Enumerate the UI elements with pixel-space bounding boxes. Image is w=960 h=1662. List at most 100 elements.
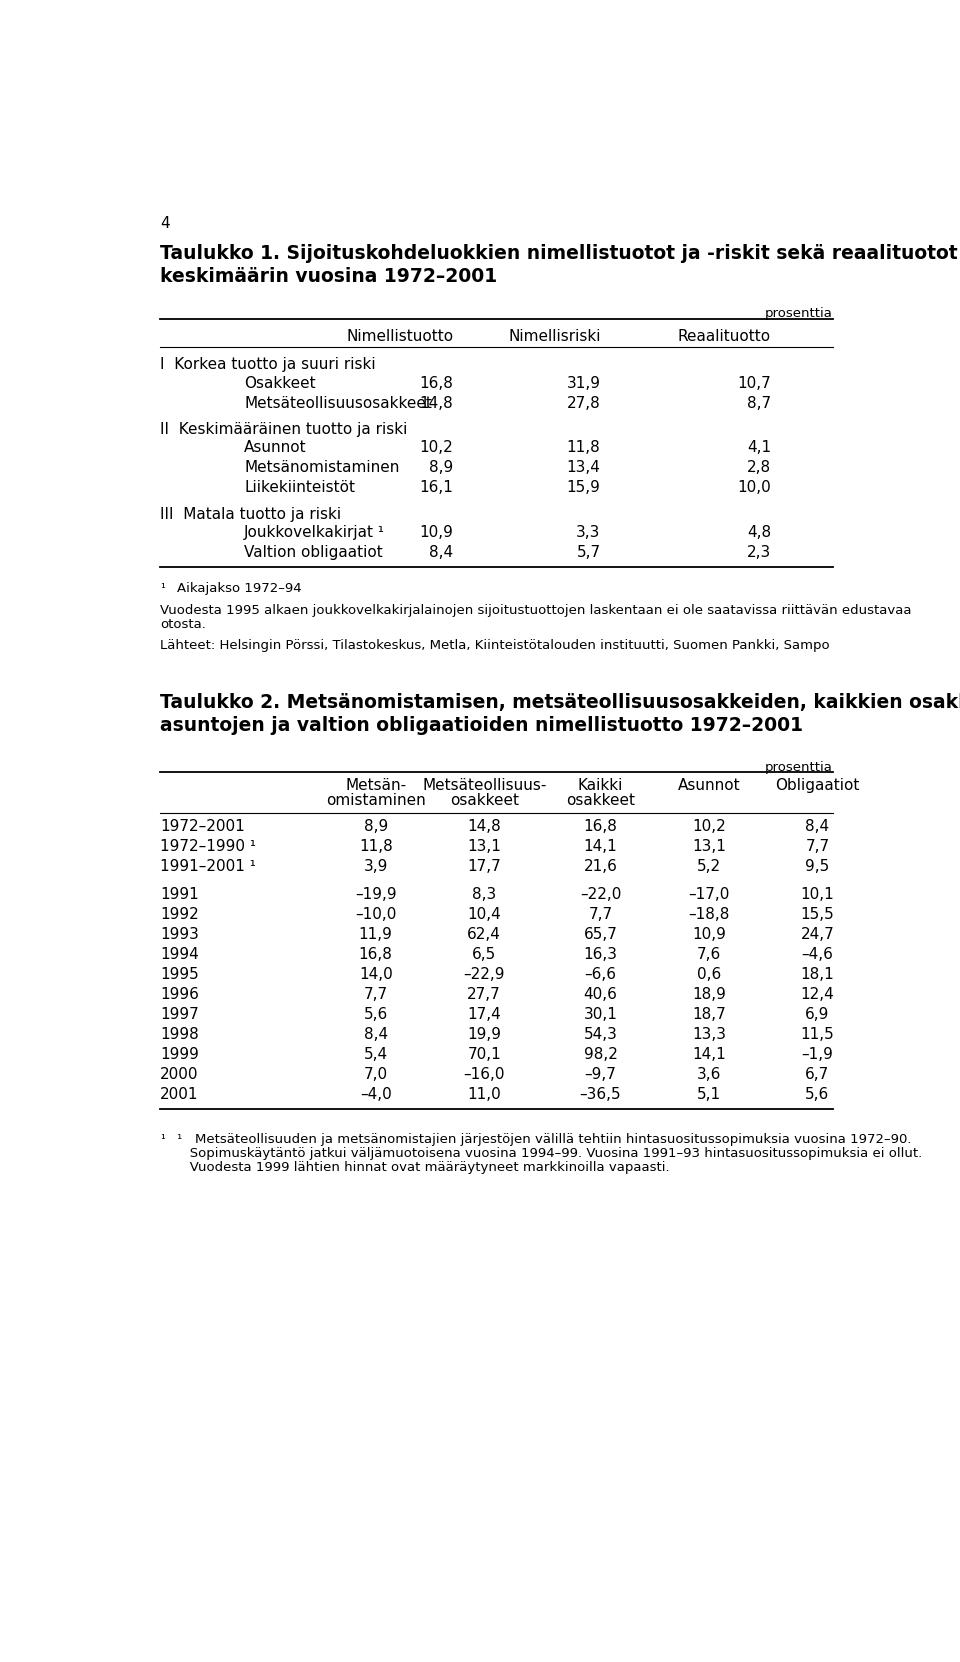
Text: Reaalituotto: Reaalituotto [678, 329, 771, 344]
Text: 4,8: 4,8 [747, 525, 771, 540]
Text: 10,9: 10,9 [420, 525, 453, 540]
Text: Joukkovelkakirjat ¹: Joukkovelkakirjat ¹ [244, 525, 385, 540]
Text: Taulukko 1. Sijoituskohdeluokkien nimellistuotot ja -riskit sekä reaalituotot: Taulukko 1. Sijoituskohdeluokkien nimell… [160, 244, 958, 263]
Text: 6,5: 6,5 [472, 947, 496, 962]
Text: 14,0: 14,0 [359, 967, 393, 982]
Text: 70,1: 70,1 [468, 1047, 501, 1062]
Text: 1991–2001 ¹: 1991–2001 ¹ [160, 859, 256, 874]
Text: 0,6: 0,6 [697, 967, 721, 982]
Text: prosenttia: prosenttia [765, 307, 833, 321]
Text: 62,4: 62,4 [468, 927, 501, 942]
Text: 6,7: 6,7 [805, 1067, 829, 1082]
Text: 15,9: 15,9 [566, 480, 601, 495]
Text: Valtion obligaatiot: Valtion obligaatiot [244, 545, 383, 560]
Text: –9,7: –9,7 [585, 1067, 616, 1082]
Text: 5,1: 5,1 [697, 1087, 721, 1102]
Text: 1972–1990 ¹: 1972–1990 ¹ [160, 839, 256, 854]
Text: Liikekiinteistöt: Liikekiinteistöt [244, 480, 355, 495]
Text: 16,1: 16,1 [420, 480, 453, 495]
Text: 18,7: 18,7 [692, 1007, 726, 1022]
Text: 4: 4 [160, 216, 170, 231]
Text: –22,9: –22,9 [464, 967, 505, 982]
Text: 1993: 1993 [160, 927, 199, 942]
Text: 10,7: 10,7 [737, 376, 771, 391]
Text: –16,0: –16,0 [464, 1067, 505, 1082]
Text: Asunnot: Asunnot [244, 440, 306, 455]
Text: 16,8: 16,8 [584, 819, 617, 834]
Text: 2001: 2001 [160, 1087, 199, 1102]
Text: Metsäteollisuus-: Metsäteollisuus- [422, 778, 546, 793]
Text: 16,3: 16,3 [584, 947, 617, 962]
Text: 17,7: 17,7 [468, 859, 501, 874]
Text: 14,8: 14,8 [420, 396, 453, 411]
Text: 11,9: 11,9 [359, 927, 393, 942]
Text: 5,2: 5,2 [697, 859, 721, 874]
Text: Metsänomistaminen: Metsänomistaminen [244, 460, 399, 475]
Text: 21,6: 21,6 [584, 859, 617, 874]
Text: 13,1: 13,1 [692, 839, 726, 854]
Text: 7,7: 7,7 [588, 907, 612, 922]
Text: –6,6: –6,6 [585, 967, 616, 982]
Text: 10,2: 10,2 [692, 819, 726, 834]
Text: otosta.: otosta. [160, 618, 206, 630]
Text: prosenttia: prosenttia [765, 761, 833, 774]
Text: 2,3: 2,3 [747, 545, 771, 560]
Text: Nimellisriski: Nimellisriski [508, 329, 601, 344]
Text: 13,1: 13,1 [468, 839, 501, 854]
Text: 13,3: 13,3 [692, 1027, 726, 1042]
Text: Taulukko 2. Metsänomistamisen, metsäteollisuusosakkeiden, kaikkien osakkeiden,: Taulukko 2. Metsänomistamisen, metsäteol… [160, 693, 960, 711]
Text: II  Keskimääräinen tuotto ja riski: II Keskimääräinen tuotto ja riski [160, 422, 408, 437]
Text: 14,8: 14,8 [468, 819, 501, 834]
Text: –1,9: –1,9 [802, 1047, 833, 1062]
Text: 10,1: 10,1 [801, 888, 834, 902]
Text: –36,5: –36,5 [580, 1087, 621, 1102]
Text: 1994: 1994 [160, 947, 199, 962]
Text: Kaikki: Kaikki [578, 778, 623, 793]
Text: 8,7: 8,7 [747, 396, 771, 411]
Text: Lähteet: Helsingin Pörssi, Tilastokeskus, Metla, Kiinteistötalouden instituutti,: Lähteet: Helsingin Pörssi, Tilastokeskus… [160, 640, 830, 652]
Text: 5,6: 5,6 [805, 1087, 829, 1102]
Text: osakkeet: osakkeet [566, 793, 635, 808]
Text: 12,4: 12,4 [801, 987, 834, 1002]
Text: 7,0: 7,0 [364, 1067, 388, 1082]
Text: 5,6: 5,6 [364, 1007, 388, 1022]
Text: 1996: 1996 [160, 987, 199, 1002]
Text: 1999: 1999 [160, 1047, 199, 1062]
Text: ¹: ¹ [160, 582, 165, 595]
Text: 18,9: 18,9 [692, 987, 726, 1002]
Text: Aikajakso 1972–94: Aikajakso 1972–94 [178, 582, 302, 595]
Text: omistaminen: omistaminen [325, 793, 425, 808]
Text: 2,8: 2,8 [747, 460, 771, 475]
Text: III  Matala tuotto ja riski: III Matala tuotto ja riski [160, 507, 342, 522]
Text: 15,5: 15,5 [801, 907, 834, 922]
Text: 54,3: 54,3 [584, 1027, 617, 1042]
Text: 7,6: 7,6 [697, 947, 721, 962]
Text: 4,1: 4,1 [747, 440, 771, 455]
Text: Osakkeet: Osakkeet [244, 376, 316, 391]
Text: Sopimuskäytäntö jatkui väljämuotoisena vuosina 1994–99. Vuosina 1991–93 hintasuo: Sopimuskäytäntö jatkui väljämuotoisena v… [178, 1147, 923, 1160]
Text: 8,9: 8,9 [364, 819, 388, 834]
Text: 7,7: 7,7 [364, 987, 388, 1002]
Text: 65,7: 65,7 [584, 927, 617, 942]
Text: –19,9: –19,9 [355, 888, 396, 902]
Text: 1995: 1995 [160, 967, 199, 982]
Text: 40,6: 40,6 [584, 987, 617, 1002]
Text: –22,0: –22,0 [580, 888, 621, 902]
Text: Vuodesta 1999 lähtien hinnat ovat määräytyneet markkinoilla vapaasti.: Vuodesta 1999 lähtien hinnat ovat määräy… [178, 1162, 670, 1173]
Text: 30,1: 30,1 [584, 1007, 617, 1022]
Text: Asunnot: Asunnot [678, 778, 740, 793]
Text: I  Korkea tuotto ja suuri riski: I Korkea tuotto ja suuri riski [160, 357, 376, 372]
Text: 8,9: 8,9 [429, 460, 453, 475]
Text: 18,1: 18,1 [801, 967, 834, 982]
Text: 98,2: 98,2 [584, 1047, 617, 1062]
Text: 27,8: 27,8 [566, 396, 601, 411]
Text: 16,8: 16,8 [359, 947, 393, 962]
Text: Metsän-: Metsän- [346, 778, 406, 793]
Text: 16,8: 16,8 [420, 376, 453, 391]
Text: 3,9: 3,9 [364, 859, 388, 874]
Text: 10,9: 10,9 [692, 927, 726, 942]
Text: –17,0: –17,0 [688, 888, 730, 902]
Text: 31,9: 31,9 [566, 376, 601, 391]
Text: 11,5: 11,5 [801, 1027, 834, 1042]
Text: 1998: 1998 [160, 1027, 199, 1042]
